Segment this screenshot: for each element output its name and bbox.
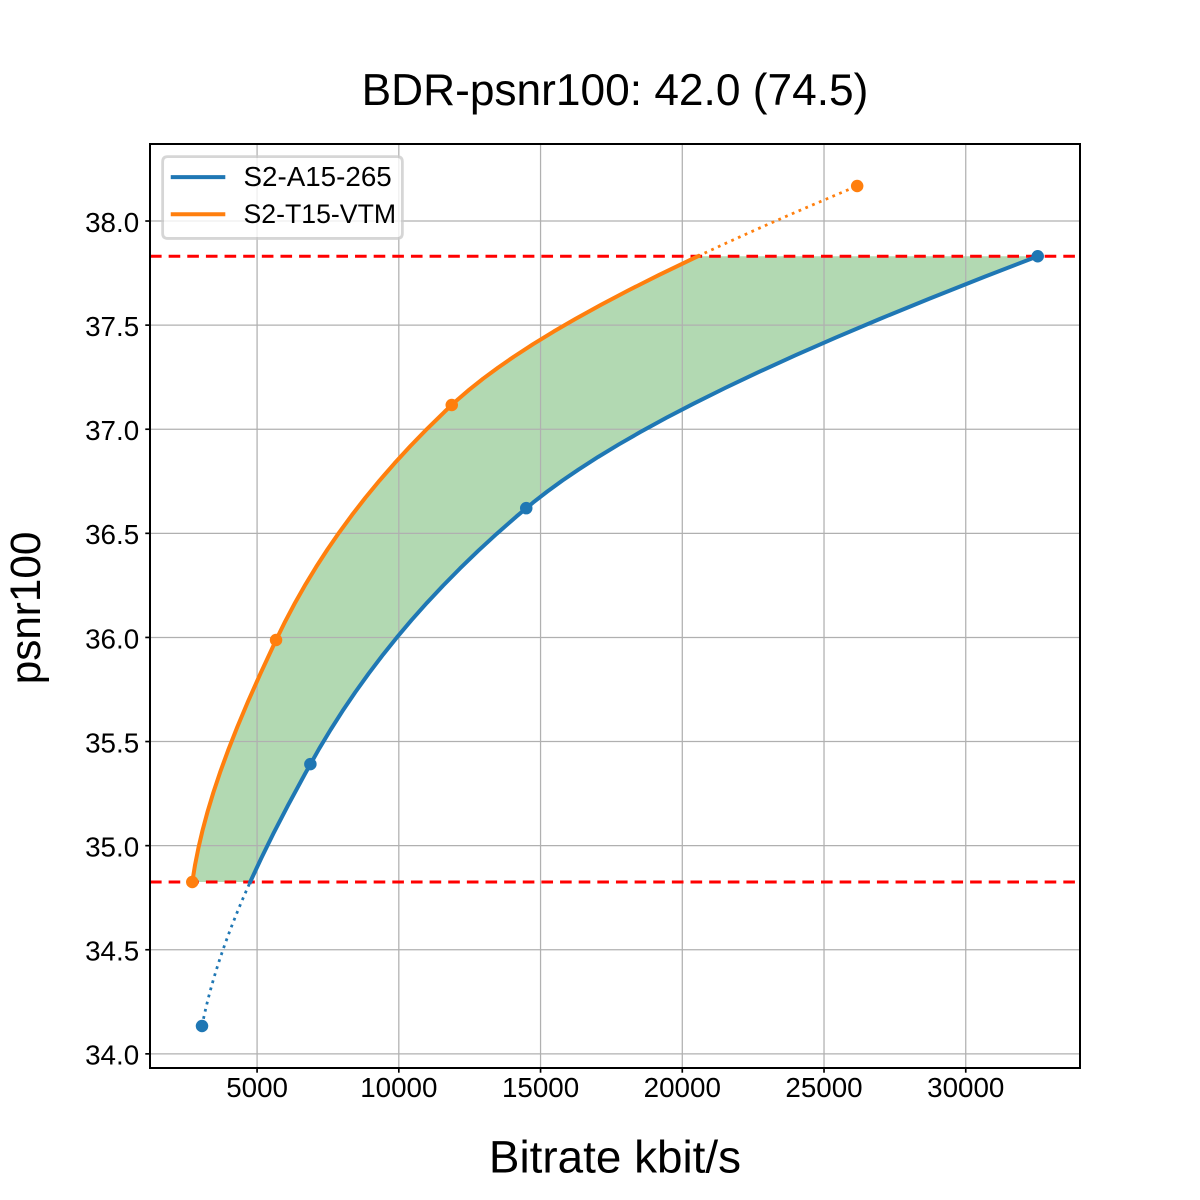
svg-text:psnr100: psnr100 — [2, 532, 49, 685]
svg-text:30000: 30000 — [927, 1072, 1004, 1103]
svg-text:25000: 25000 — [785, 1072, 862, 1103]
svg-text:20000: 20000 — [644, 1072, 721, 1103]
svg-text:15000: 15000 — [502, 1072, 579, 1103]
svg-text:5000: 5000 — [226, 1072, 288, 1103]
svg-text:37.0: 37.0 — [85, 415, 139, 446]
svg-text:34.0: 34.0 — [85, 1040, 139, 1071]
svg-text:36.5: 36.5 — [85, 519, 139, 550]
svg-text:38.0: 38.0 — [85, 207, 139, 238]
svg-text:35.0: 35.0 — [85, 832, 139, 863]
svg-text:BDR-psnr100: 42.0 (74.5): BDR-psnr100: 42.0 (74.5) — [362, 66, 869, 115]
svg-text:36.0: 36.0 — [85, 623, 139, 654]
svg-text:Bitrate kbit/s: Bitrate kbit/s — [489, 1132, 741, 1183]
svg-text:S2-A15-265: S2-A15-265 — [244, 161, 392, 192]
svg-text:S2-T15-VTM: S2-T15-VTM — [244, 199, 397, 229]
svg-text:10000: 10000 — [360, 1072, 437, 1103]
svg-text:37.5: 37.5 — [85, 311, 139, 342]
svg-text:35.5: 35.5 — [85, 727, 139, 758]
svg-text:34.5: 34.5 — [85, 936, 139, 967]
